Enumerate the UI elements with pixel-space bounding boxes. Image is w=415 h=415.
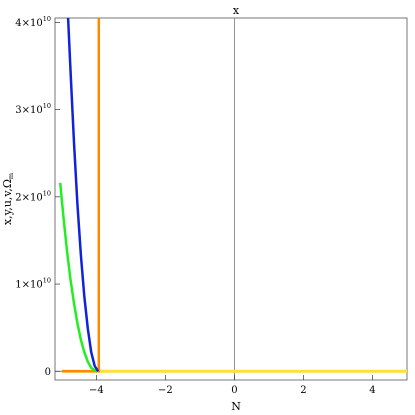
y-axis-label: x,y,u,v,Ωm: [1, 173, 15, 225]
chart-title: x: [233, 4, 240, 17]
x-tick-label-1: −2: [158, 385, 173, 396]
y-axis-label-group: x,y,u,v,Ωm: [1, 173, 15, 225]
y-axis-label-sub: m: [7, 173, 15, 179]
series-line-1: [61, 18, 101, 373]
x-ticks: −4 −2 0 2 4: [89, 375, 376, 396]
series-line-2: [58, 182, 99, 373]
y-ticks: 0 1×1010 2×1010 3×1010 4×1010: [15, 15, 60, 378]
y-tick-label-1: 1×1010: [15, 277, 51, 291]
x-tick-label-0: −4: [89, 385, 104, 396]
y-tick-label-2: 2×1010: [15, 189, 51, 203]
x-tick-label-3: 2: [300, 385, 306, 396]
y-tick-label-3: 3×1010: [15, 102, 51, 116]
y-tick-label-0: 0: [45, 367, 51, 378]
series-line-3: [66, 17, 100, 372]
x-tick-label-2: 0: [231, 385, 237, 396]
x-axis-label: N: [231, 400, 241, 413]
y-tick-label-4: 4×1010: [15, 15, 51, 29]
x-tick-label-4: 4: [369, 385, 375, 396]
plot-frame: [54, 17, 408, 381]
series-layer: [58, 17, 407, 373]
y-axis-label-main: x,y,u,v,Ω: [1, 179, 14, 225]
